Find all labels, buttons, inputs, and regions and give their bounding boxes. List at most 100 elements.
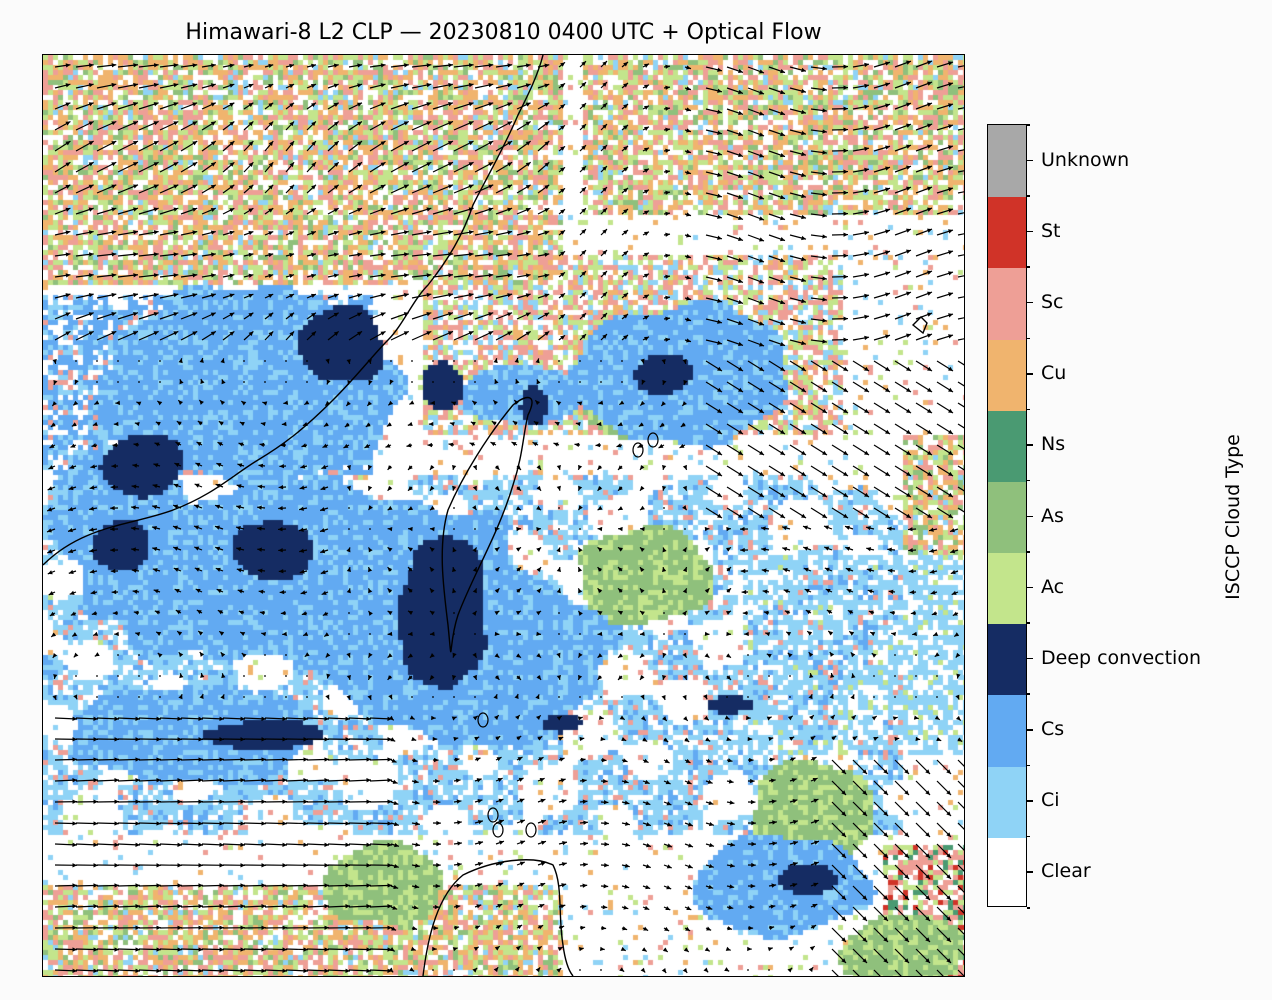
- flow-vector: [54, 737, 78, 742]
- flow-vector: [705, 821, 715, 827]
- flow-vector: [704, 546, 710, 552]
- flow-vector: [827, 630, 834, 636]
- flow-vector: [159, 778, 183, 783]
- flow-vector: [705, 360, 723, 372]
- flow-vector: [411, 821, 420, 826]
- flow-vector: [894, 270, 912, 278]
- flow-vector: [222, 230, 235, 236]
- flow-vector: [936, 822, 952, 838]
- flow-vector: [133, 610, 140, 615]
- flow-vector: [617, 566, 623, 572]
- flow-vector: [642, 273, 650, 278]
- flow-vector: [787, 652, 793, 658]
- flow-vector: [579, 165, 587, 173]
- flow-vector: [138, 737, 162, 742]
- flow-vector: [768, 757, 775, 762]
- flow-vector: [663, 337, 671, 342]
- flow-vector: [369, 184, 386, 194]
- flow-vector: [348, 312, 363, 320]
- flow-vector: [325, 694, 330, 700]
- flow-vector: [810, 318, 828, 323]
- flow-vector: [117, 312, 139, 320]
- flow-vector: [516, 819, 526, 824]
- flow-vector: [50, 632, 57, 638]
- flow-vector: [306, 331, 317, 341]
- flow-vector: [387, 505, 393, 511]
- flow-vector: [682, 694, 687, 701]
- flow-vector: [199, 357, 204, 363]
- flow-vector: [348, 102, 363, 110]
- flow-vector: [411, 312, 432, 320]
- flow-vector: [516, 207, 531, 215]
- colorbar-tick: [1027, 301, 1033, 304]
- flow-vector: [180, 207, 198, 215]
- flow-vector: [662, 588, 667, 594]
- flow-vector: [495, 903, 503, 909]
- flow-vector-calm: [789, 675, 791, 677]
- flow-vector: [537, 756, 544, 762]
- flow-vector: [220, 651, 226, 658]
- flow-vector: [474, 102, 494, 110]
- flow-vector: [726, 675, 732, 681]
- flow-vector: [388, 694, 393, 700]
- flow-vector: [852, 125, 870, 131]
- flow-vector: [243, 863, 267, 868]
- flow-vector: [934, 652, 940, 658]
- flow-vector: [789, 925, 796, 930]
- flow-vector: [705, 926, 712, 931]
- colorbar-label: Cu: [1041, 362, 1067, 385]
- colorbar-label: As: [1041, 504, 1064, 527]
- flow-vector: [705, 884, 714, 890]
- flow-vector: [495, 312, 513, 320]
- flow-vector: [725, 610, 732, 615]
- flow-vector: [600, 904, 608, 910]
- flow-vector: [663, 274, 671, 279]
- flow-vector: [89, 506, 98, 511]
- flow-vector: [264, 904, 288, 909]
- flow-vector: [348, 273, 363, 278]
- flow-vector: [621, 166, 629, 173]
- flow-vector: [239, 421, 245, 426]
- flow-vector: [96, 947, 120, 952]
- flow-vector: [75, 120, 94, 131]
- flow-vector: [117, 968, 141, 973]
- flow-vector: [91, 443, 98, 448]
- flow-vector: [936, 737, 942, 742]
- flow-vector: [117, 778, 141, 783]
- flow-vector: [222, 757, 246, 762]
- flow-vector: [327, 330, 340, 341]
- flow-vector: [617, 546, 623, 552]
- flow-vector: [873, 465, 891, 477]
- flow-vector: [663, 295, 671, 300]
- flow-vector: [810, 465, 828, 477]
- flow-vector: [159, 757, 183, 762]
- flow-vector: [663, 253, 671, 258]
- flow-vector: [348, 230, 363, 236]
- flow-vector: [826, 609, 833, 615]
- flow-vector: [369, 757, 393, 762]
- flow-vector: [810, 87, 828, 92]
- flow-vector: [390, 83, 409, 89]
- flow-vector: [285, 716, 309, 721]
- flow-vector: [407, 587, 413, 593]
- flow-vector: [159, 207, 179, 215]
- colorbar-swatch-cu: [988, 338, 1026, 411]
- flow-vector: [201, 968, 225, 973]
- flow-vector: [138, 757, 162, 762]
- flow-vector: [831, 211, 849, 216]
- flow-vector: [411, 736, 417, 742]
- flow-vector: [579, 291, 587, 299]
- flow-vector: [639, 485, 645, 492]
- flow-vector: [495, 120, 513, 131]
- flow-vector: [726, 587, 732, 593]
- flow-vector: [768, 423, 786, 435]
- flow-vector: [617, 506, 624, 511]
- flow-vector-calm: [96, 360, 98, 362]
- flow-vector: [68, 569, 77, 575]
- flow-vector: [138, 120, 159, 131]
- flow-vector: [831, 85, 849, 90]
- flow-vector: [301, 443, 308, 448]
- flow-vector: [873, 103, 891, 110]
- flow-vector: [285, 102, 295, 110]
- flow-vector: [49, 443, 56, 449]
